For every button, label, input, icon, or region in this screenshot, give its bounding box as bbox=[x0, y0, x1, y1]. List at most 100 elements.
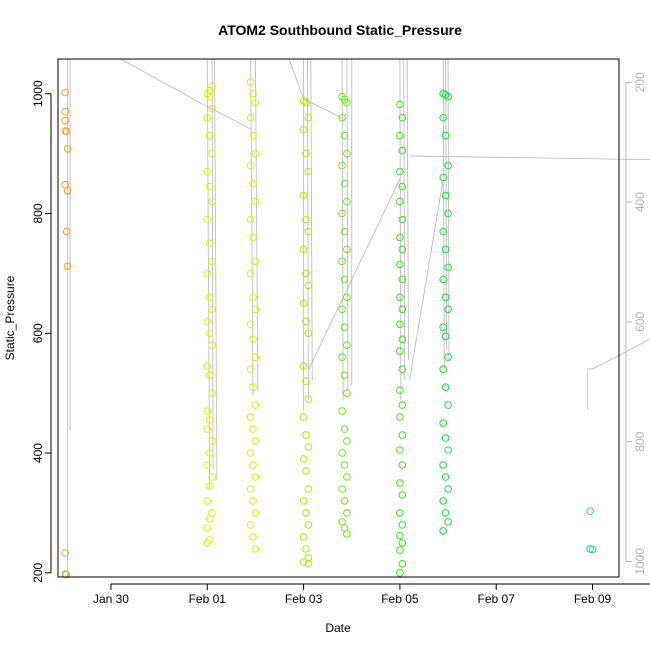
track-segment bbox=[406, 58, 410, 361]
x-tick-label: Feb 05 bbox=[381, 592, 419, 606]
data-point bbox=[444, 518, 452, 526]
data-point bbox=[302, 377, 310, 386]
y-tick-label: 1000 bbox=[31, 80, 45, 107]
data-point bbox=[441, 509, 450, 517]
data-point bbox=[343, 245, 351, 254]
data-point bbox=[299, 558, 308, 566]
data-point bbox=[343, 389, 351, 398]
data-point bbox=[299, 413, 308, 421]
data-point bbox=[444, 353, 452, 362]
data-point bbox=[340, 461, 349, 469]
data-point bbox=[61, 88, 69, 97]
data-point bbox=[203, 317, 212, 326]
data-point bbox=[338, 485, 346, 493]
data-point bbox=[396, 320, 404, 329]
data-point bbox=[62, 127, 71, 136]
track-segment bbox=[206, 58, 211, 491]
data-point bbox=[304, 443, 313, 451]
data-point bbox=[203, 524, 212, 532]
data-point bbox=[343, 530, 351, 538]
track-segment bbox=[445, 58, 448, 351]
data-point bbox=[249, 533, 257, 541]
data-point bbox=[588, 545, 597, 554]
track-segment bbox=[202, 103, 251, 130]
data-point bbox=[251, 257, 260, 266]
data-point bbox=[249, 89, 257, 98]
data-point bbox=[396, 413, 404, 421]
track-segment bbox=[409, 155, 650, 161]
x-axis-label: Date bbox=[325, 621, 351, 635]
data-point bbox=[441, 332, 450, 341]
data-point bbox=[246, 413, 255, 421]
data-point bbox=[205, 239, 214, 248]
data-point bbox=[398, 461, 407, 469]
data-point bbox=[299, 497, 308, 505]
data-point bbox=[208, 437, 216, 445]
track-segment bbox=[214, 58, 218, 481]
data-point bbox=[444, 305, 452, 314]
data-point bbox=[299, 97, 308, 105]
data-point bbox=[439, 275, 448, 284]
right-tick-label: 600 bbox=[633, 312, 647, 332]
data-point bbox=[208, 389, 216, 398]
data-point bbox=[441, 245, 450, 254]
data-point bbox=[246, 113, 255, 122]
data-point bbox=[299, 125, 308, 134]
data-point bbox=[299, 455, 308, 463]
data-point bbox=[302, 431, 310, 439]
track-segment bbox=[592, 338, 650, 370]
series-group bbox=[586, 507, 597, 554]
data-point bbox=[205, 371, 214, 380]
data-point bbox=[205, 482, 214, 490]
data-point bbox=[249, 179, 257, 188]
data-point bbox=[251, 509, 260, 517]
series-group bbox=[246, 78, 260, 553]
data-point bbox=[586, 507, 594, 515]
y-tick-label: 200 bbox=[31, 562, 45, 582]
data-point bbox=[444, 263, 452, 272]
series-group bbox=[203, 82, 216, 547]
data-point bbox=[61, 107, 69, 116]
series-group bbox=[396, 100, 407, 577]
y-axis-label: Static_Pressure bbox=[3, 275, 17, 360]
data-point bbox=[304, 281, 313, 290]
data-point bbox=[343, 197, 351, 206]
y-tick-label: 400 bbox=[31, 443, 45, 463]
data-point bbox=[340, 179, 349, 188]
data-point bbox=[302, 467, 310, 475]
data-point bbox=[439, 227, 448, 236]
data-point bbox=[249, 497, 257, 505]
data-point bbox=[343, 473, 351, 481]
data-point bbox=[338, 113, 346, 122]
data-point bbox=[208, 341, 216, 350]
data-point bbox=[396, 233, 404, 242]
data-point bbox=[299, 362, 308, 371]
data-point bbox=[246, 78, 255, 86]
data-point bbox=[203, 362, 212, 371]
data-point bbox=[249, 233, 257, 242]
chart-title: ATOM2 Southbound Static_Pressure bbox=[218, 22, 462, 38]
data-point bbox=[302, 215, 310, 224]
data-point bbox=[203, 113, 212, 122]
data-point bbox=[304, 560, 313, 568]
data-point bbox=[251, 353, 260, 362]
data-point bbox=[246, 269, 255, 278]
series-group bbox=[61, 88, 72, 579]
data-point bbox=[302, 269, 310, 278]
data-point bbox=[338, 449, 346, 457]
data-point bbox=[302, 545, 310, 553]
data-point bbox=[63, 145, 72, 153]
data-point bbox=[304, 329, 313, 338]
track-segment bbox=[341, 58, 344, 401]
data-point bbox=[299, 299, 308, 308]
data-point bbox=[396, 347, 404, 356]
track-segment bbox=[288, 58, 305, 100]
y-axis: 200 400 600 800 1000 bbox=[31, 80, 52, 583]
data-point bbox=[304, 227, 313, 236]
right-axis: 200 400 600 800 1000 bbox=[625, 72, 647, 575]
track-segment bbox=[303, 98, 345, 120]
plot-frame bbox=[57, 58, 620, 578]
data-point bbox=[396, 546, 404, 554]
data-point bbox=[61, 549, 69, 557]
